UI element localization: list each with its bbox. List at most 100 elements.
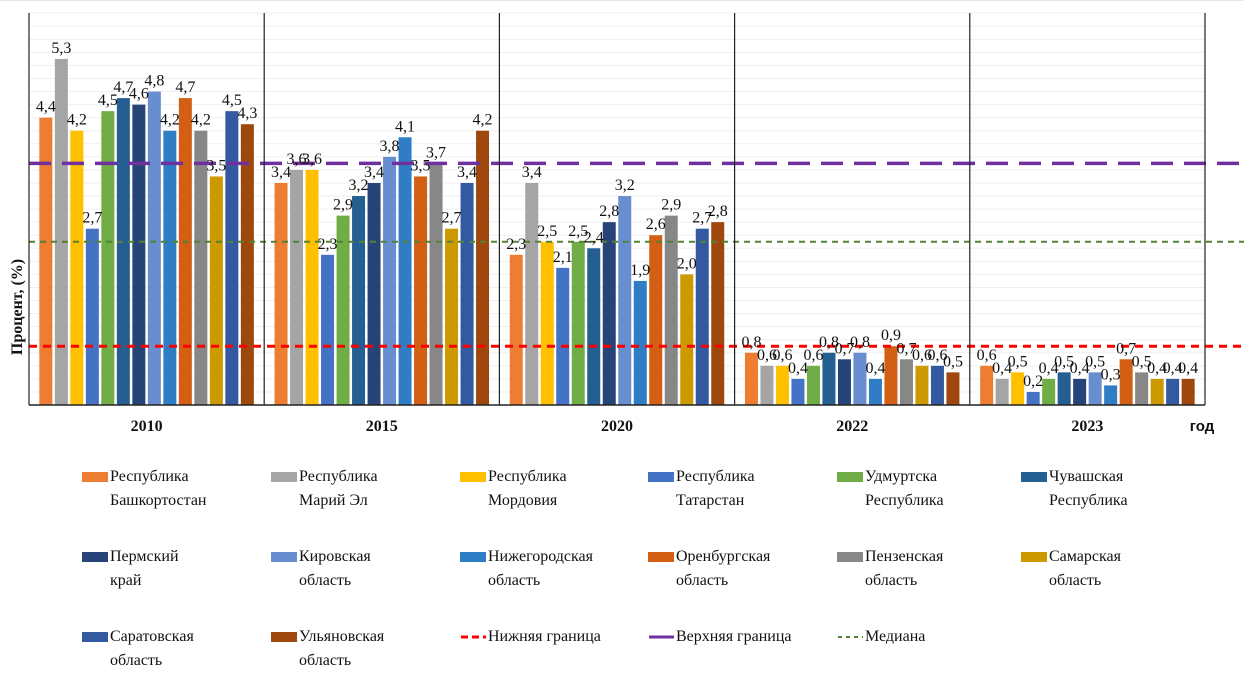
data-label: 0,8: [819, 334, 839, 351]
bar: [70, 130, 84, 406]
top-border: [0, 0, 1244, 1]
data-label: 4,2: [67, 112, 87, 129]
bar: [868, 378, 882, 405]
bar: [946, 372, 960, 405]
bar: [884, 346, 898, 405]
data-label: 3,6: [302, 151, 322, 168]
bar: [633, 280, 647, 405]
data-label: 1,9: [630, 262, 650, 279]
data-label: 4,3: [237, 105, 257, 122]
bar: [571, 241, 585, 405]
data-label: 0,6: [772, 347, 792, 364]
data-label: 3,6: [287, 151, 307, 168]
bar: [1135, 372, 1149, 405]
data-label: 4,7: [175, 79, 195, 96]
bar: [915, 365, 929, 405]
bar: [336, 215, 350, 405]
data-label: 0,7: [1116, 340, 1136, 357]
data-label: 0,4: [788, 360, 808, 377]
bar: [556, 267, 570, 405]
data-label: 4,5: [222, 92, 242, 109]
data-label: 4,2: [191, 112, 211, 129]
bar: [806, 365, 820, 405]
category-label: 2022: [836, 418, 868, 435]
data-label: 3,5: [206, 157, 226, 174]
bar: [1011, 372, 1025, 405]
bar: [618, 196, 632, 405]
bar: [664, 215, 678, 405]
bar: [39, 117, 53, 406]
data-label: 4,1: [395, 118, 415, 135]
data-label: 0,4: [865, 360, 885, 377]
bar: [899, 359, 913, 405]
data-label: 4,2: [160, 112, 180, 129]
bar: [85, 228, 99, 405]
data-label: 5,3: [51, 40, 71, 57]
bar: [163, 130, 177, 406]
bar: [352, 196, 366, 405]
bar: [837, 359, 851, 405]
data-label: 0,6: [927, 347, 947, 364]
bar: [791, 378, 805, 405]
bar: [760, 365, 774, 405]
bar: [995, 378, 1009, 405]
bar: [602, 222, 616, 405]
category-label: 2010: [131, 418, 163, 435]
data-label: 2,3: [318, 236, 338, 253]
data-label: 3,4: [457, 164, 477, 181]
bar: [930, 365, 944, 405]
data-label: 2,3: [506, 236, 526, 253]
data-label: 4,8: [144, 73, 164, 90]
data-label: 0,6: [977, 347, 997, 364]
bar: [1057, 372, 1071, 405]
bar: [54, 58, 68, 405]
data-label: 2,7: [692, 210, 712, 227]
data-label: 0,5: [943, 353, 963, 370]
category-label: 2023: [1071, 418, 1103, 435]
bar: [1088, 372, 1102, 405]
bar: [1181, 378, 1195, 405]
bar: [695, 228, 709, 405]
data-label: 0,6: [757, 347, 777, 364]
data-label: 3,4: [364, 164, 384, 181]
data-label: 0,5: [1008, 353, 1028, 370]
bar: [1026, 391, 1040, 405]
data-label: 0,4: [1039, 360, 1059, 377]
bar: [274, 182, 288, 405]
bar: [744, 352, 758, 405]
bar: [1150, 378, 1164, 405]
bar: [1104, 385, 1118, 405]
data-label: 3,5: [411, 157, 431, 174]
data-label: 2,5: [568, 223, 588, 240]
data-label: 0,7: [834, 340, 854, 357]
bar: [414, 176, 428, 405]
category-label: 2020: [601, 418, 633, 435]
data-label: 4,4: [36, 99, 56, 116]
bar: [116, 98, 130, 405]
data-label: 2,0: [677, 255, 697, 272]
bar: [398, 137, 412, 405]
data-label: 2,6: [646, 216, 666, 233]
data-label: 4,5: [98, 92, 118, 109]
data-label: 0,9: [881, 327, 901, 344]
bar: [460, 182, 474, 405]
data-label: 0,4: [1178, 360, 1198, 377]
bar: [587, 248, 601, 405]
data-label: 4,2: [473, 112, 493, 129]
data-label: 3,4: [522, 164, 542, 181]
bar: [1073, 378, 1087, 405]
data-label: 4,7: [113, 79, 133, 96]
data-label: 0,8: [741, 334, 761, 351]
bar: [367, 182, 381, 405]
bar: [775, 365, 789, 405]
data-label: 3,8: [380, 138, 400, 155]
bar: [822, 352, 836, 405]
data-label: 0,4: [1147, 360, 1167, 377]
bar: [1166, 378, 1180, 405]
bar: [240, 124, 254, 406]
data-label: 0,2: [1023, 373, 1043, 390]
bar: [101, 111, 115, 406]
bar: [178, 98, 192, 405]
bar: [445, 228, 459, 405]
